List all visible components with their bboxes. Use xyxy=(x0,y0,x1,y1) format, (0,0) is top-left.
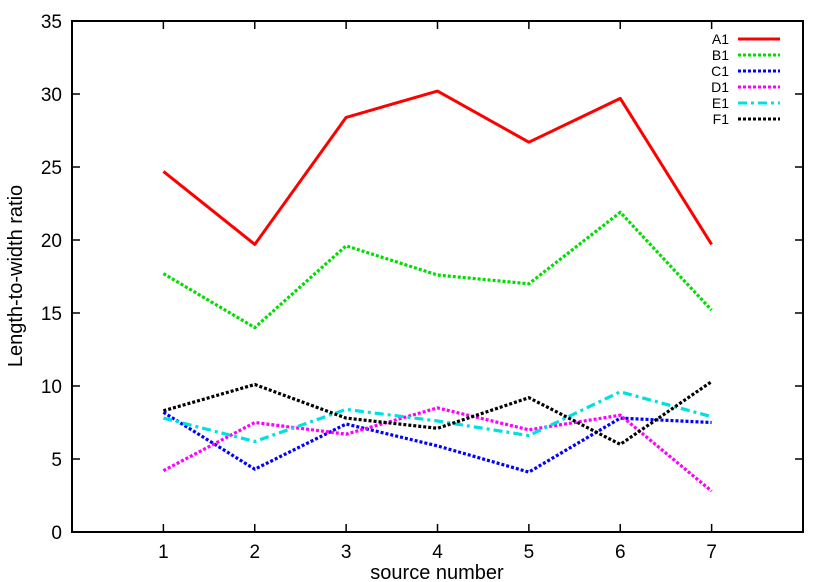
x-tick-label: 2 xyxy=(249,542,260,563)
y-tick-label: 25 xyxy=(41,158,62,179)
x-axis-ticks: 1 2 3 4 5 6 7 xyxy=(158,21,717,563)
y-tick-label: 30 xyxy=(41,85,62,106)
x-tick-label: 1 xyxy=(158,542,169,563)
y-axis-ticks: 0 5 10 15 20 25 30 35 xyxy=(41,12,803,544)
series-line-b1 xyxy=(162,210,713,330)
legend-label-f1: F1 xyxy=(713,111,730,127)
y-tick-label: 10 xyxy=(41,377,62,398)
x-tick-label: 3 xyxy=(341,542,352,563)
series-line-a1 xyxy=(162,89,713,246)
y-tick-label: 15 xyxy=(41,304,62,325)
y-tick-label: 0 xyxy=(51,523,62,544)
x-tick-label: 5 xyxy=(524,542,535,563)
legend-label-b1: B1 xyxy=(712,47,729,63)
series-line-f1 xyxy=(162,380,713,446)
series-line-e1 xyxy=(163,390,713,444)
legend-label-c1: C1 xyxy=(711,63,729,79)
plot-frame xyxy=(71,20,804,533)
x-tick-label: 4 xyxy=(432,542,443,563)
legend-label-d1: D1 xyxy=(711,79,729,95)
series-line-d1 xyxy=(162,406,713,493)
y-tick-label: 20 xyxy=(41,231,62,252)
legend-label-a1: A1 xyxy=(712,31,729,47)
series-lines xyxy=(162,89,713,493)
x-axis-title: source number xyxy=(370,562,504,582)
x-tick-label: 6 xyxy=(615,542,626,563)
legend-label-e1: E1 xyxy=(712,95,729,111)
y-tick-label: 35 xyxy=(41,12,62,33)
y-tick-label: 5 xyxy=(51,450,62,471)
y-axis-title: Length-to-width ratio xyxy=(5,185,27,367)
series-line-c1 xyxy=(162,410,712,474)
x-tick-label: 7 xyxy=(706,542,717,563)
